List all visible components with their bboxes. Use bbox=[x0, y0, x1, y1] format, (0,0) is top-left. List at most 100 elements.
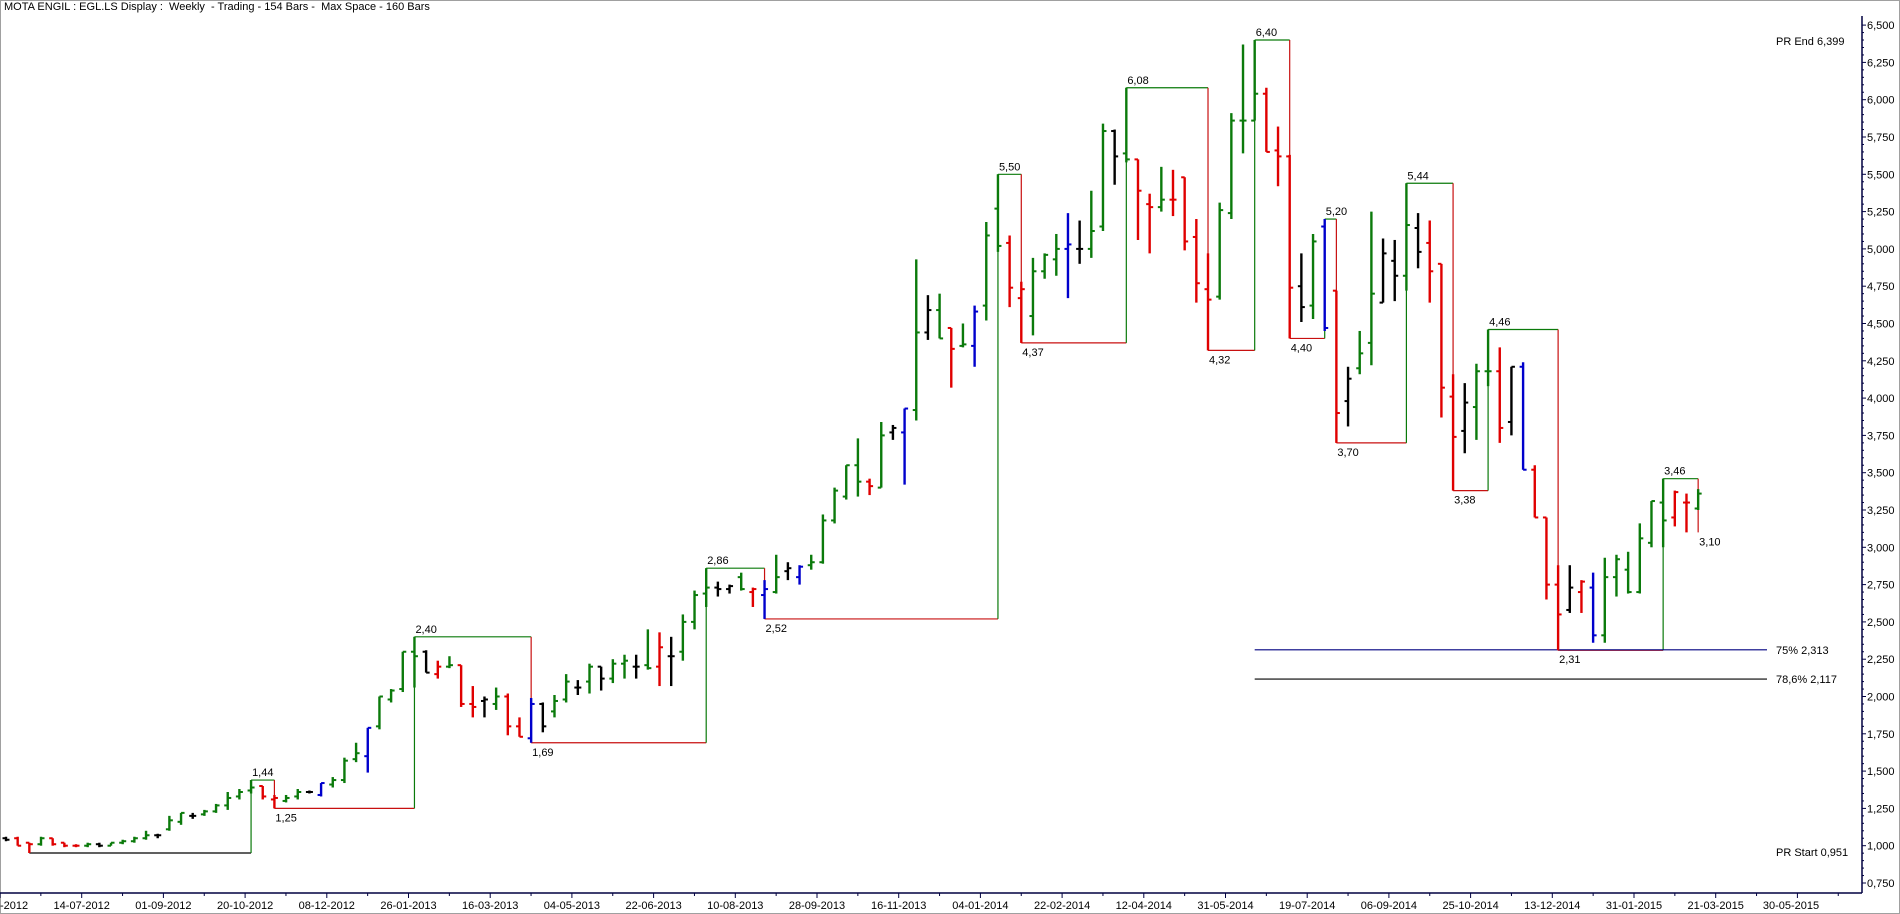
ohlc-bar bbox=[1414, 213, 1422, 269]
swing-low-label: 4,37 bbox=[1022, 347, 1043, 359]
x-tick-label: 26-05-2012 bbox=[0, 900, 28, 912]
ohlc-bar bbox=[1507, 365, 1515, 436]
ohlc-bar bbox=[189, 812, 197, 819]
ohlc-bar bbox=[1262, 87, 1270, 153]
swing-low-label: 2,31 bbox=[1559, 654, 1580, 666]
ohlc-bar bbox=[492, 687, 500, 710]
ohlc-bar bbox=[1496, 347, 1504, 443]
ohlc-bar bbox=[154, 833, 162, 839]
swing-high-label: 2,40 bbox=[415, 624, 436, 636]
ohlc-bar bbox=[1309, 233, 1317, 320]
y-tick-label: 6,000 bbox=[1867, 95, 1895, 107]
ohlc-bar bbox=[1531, 465, 1539, 519]
ohlc-bar bbox=[445, 656, 453, 669]
ohlc-bar bbox=[1286, 154, 1294, 339]
ohlc-bar bbox=[515, 717, 523, 738]
x-tick-label: 04-05-2013 bbox=[544, 900, 600, 912]
ohlc-bar bbox=[119, 839, 127, 845]
ohlc-bar bbox=[539, 702, 547, 733]
ohlc-bar bbox=[1122, 87, 1130, 163]
ohlc-bar bbox=[702, 568, 710, 607]
ohlc-bar bbox=[25, 841, 33, 854]
x-tick-label: 04-01-2014 bbox=[952, 900, 1008, 912]
ohlc-bar bbox=[60, 841, 68, 848]
ohlc-bar bbox=[947, 326, 955, 388]
swing-low-label: 3,38 bbox=[1454, 495, 1475, 507]
ohlc-bar bbox=[877, 421, 885, 489]
x-tick-label: 16-03-2013 bbox=[462, 900, 518, 912]
ohlc-bar bbox=[1006, 235, 1014, 308]
ohlc-bar bbox=[212, 803, 220, 813]
ohlc-bar bbox=[37, 836, 45, 846]
x-tick-label: 31-05-2014 bbox=[1197, 900, 1253, 912]
ohlc-bar bbox=[1694, 489, 1702, 510]
ohlc-bar bbox=[994, 174, 1002, 252]
ohlc-bar bbox=[807, 554, 815, 570]
ohlc-bar bbox=[72, 844, 80, 848]
chart-title: MOTA ENGIL : EGL.LS Display : Weekly - T… bbox=[4, 1, 430, 13]
swing-high-label: 6,08 bbox=[1127, 75, 1148, 87]
ohlc-bar bbox=[574, 680, 582, 696]
x-tick-label: 20-10-2012 bbox=[217, 900, 273, 912]
ohlc-bar bbox=[480, 696, 488, 718]
ohlc-bar bbox=[434, 660, 442, 679]
ohlc-bar bbox=[329, 777, 337, 788]
ohlc-bar bbox=[282, 794, 290, 803]
ohlc-bar bbox=[177, 811, 185, 825]
ohlc-bar bbox=[235, 789, 243, 800]
ohlc-bar bbox=[107, 841, 115, 847]
ohlc-bar bbox=[586, 663, 593, 694]
ohlc-bar bbox=[1029, 257, 1037, 336]
y-tick-label: 4,500 bbox=[1867, 319, 1895, 331]
ohlc-bar bbox=[49, 837, 57, 846]
ohlc-bar bbox=[784, 562, 792, 581]
x-tick-label: 22-02-2014 bbox=[1034, 900, 1090, 912]
ohlc-bar bbox=[1041, 253, 1049, 279]
ohlc-bar bbox=[901, 407, 909, 485]
ohlc-bar bbox=[200, 809, 208, 816]
pr-start-label: PR Start 0,951 bbox=[1776, 847, 1848, 859]
swing-high-label: 2,86 bbox=[707, 555, 728, 567]
ohlc-bar bbox=[644, 629, 652, 670]
ohlc-bar bbox=[317, 782, 325, 797]
ohlc-bar bbox=[1157, 166, 1165, 212]
axes: 0,750 1,000 1,250 1,500 1,750 2,000 2,250 2,500… bbox=[0, 16, 1895, 912]
ohlc-bar bbox=[691, 590, 699, 630]
ohlc-bar bbox=[1391, 239, 1399, 302]
swing-low-label: 4,32 bbox=[1209, 354, 1230, 366]
y-tick-label: 6,500 bbox=[1867, 20, 1895, 32]
swing-high-label: 4,46 bbox=[1489, 316, 1510, 328]
ohlc-bar bbox=[1624, 551, 1632, 594]
ohlc-bar bbox=[270, 794, 278, 809]
y-tick-label: 5,250 bbox=[1867, 207, 1895, 219]
ohlc-bar bbox=[340, 757, 348, 784]
y-tick-label: 0,750 bbox=[1867, 878, 1895, 890]
ohlc-bar bbox=[410, 636, 418, 688]
y-tick-label: 3,750 bbox=[1867, 430, 1895, 442]
ohlc-bar bbox=[1216, 202, 1224, 300]
ohlc-bar bbox=[1064, 213, 1072, 299]
x-tick-label: 13-12-2014 bbox=[1524, 900, 1580, 912]
ohlc-bar bbox=[1472, 363, 1480, 440]
ohlc-bar bbox=[247, 780, 255, 794]
y-tick-label: 2,000 bbox=[1867, 692, 1895, 704]
ohlc-bar bbox=[667, 636, 675, 687]
y-tick-label: 3,500 bbox=[1867, 468, 1895, 480]
y-tick-label: 1,000 bbox=[1867, 841, 1895, 853]
swing-low-label: 1,25 bbox=[275, 812, 296, 824]
swing-low-label: 2,52 bbox=[766, 623, 787, 635]
ohlc-bar bbox=[749, 587, 757, 607]
ohlc-bar bbox=[1344, 366, 1352, 427]
ohlc-bar bbox=[352, 742, 360, 763]
x-tick-label: 14-07-2012 bbox=[54, 900, 110, 912]
ohlc-bar bbox=[819, 514, 827, 564]
ohlc-bar bbox=[1321, 219, 1329, 331]
x-tick-label: 19-07-2014 bbox=[1279, 900, 1335, 912]
ohlc-bar bbox=[854, 438, 862, 497]
y-tick-label: 2,250 bbox=[1867, 654, 1895, 666]
x-tick-label: 08-12-2012 bbox=[299, 900, 355, 912]
ohlc-bar bbox=[1647, 500, 1655, 548]
ohlc-bar bbox=[1204, 253, 1212, 351]
x-tick-label: 21-03-2015 bbox=[1688, 900, 1744, 912]
